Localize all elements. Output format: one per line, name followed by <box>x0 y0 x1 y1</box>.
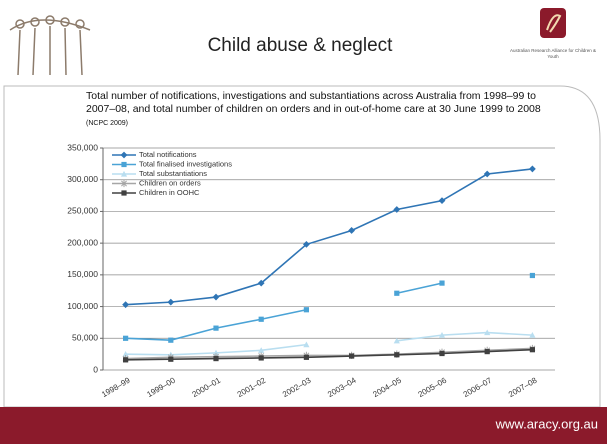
series-line <box>125 347 533 360</box>
subtitle: Total number of notifications, investiga… <box>86 90 541 115</box>
marker <box>122 301 129 309</box>
y-tick-label: 50,000 <box>72 333 98 343</box>
marker <box>394 290 400 296</box>
marker <box>213 325 219 331</box>
y-tick-label: 0 <box>93 364 98 374</box>
series-line <box>125 348 533 361</box>
y-tick-label: 300,000 <box>67 174 98 184</box>
marker <box>121 179 127 188</box>
marker <box>438 197 446 205</box>
marker <box>303 354 309 360</box>
marker <box>123 335 129 341</box>
logo-mark <box>546 14 562 33</box>
marker <box>168 356 174 362</box>
marker <box>394 352 400 358</box>
marker <box>529 347 535 353</box>
marker <box>484 349 490 355</box>
y-tick-label: 150,000 <box>67 269 98 279</box>
marker <box>529 165 536 173</box>
legend-label: Children on orders <box>139 178 201 187</box>
marker <box>484 329 491 336</box>
marker <box>167 298 175 306</box>
marker <box>120 170 128 177</box>
marker <box>213 355 219 362</box>
legend-label: Children in OOHC <box>139 188 200 197</box>
marker <box>123 357 129 363</box>
slide-title: Child abuse & neglect <box>208 35 394 56</box>
marker <box>483 170 491 178</box>
marker <box>212 293 220 301</box>
figures-decoration <box>9 15 91 76</box>
marker <box>303 241 310 248</box>
y-tick-label: 200,000 <box>67 237 98 247</box>
marker <box>438 332 446 338</box>
marker <box>257 279 265 287</box>
marker <box>212 349 220 356</box>
y-tick-label: 350,000 <box>67 142 98 152</box>
marker <box>303 341 310 348</box>
marker <box>258 347 265 353</box>
marker <box>303 307 309 313</box>
logo <box>540 8 566 38</box>
marker <box>529 272 535 279</box>
marker <box>348 227 355 234</box>
marker <box>529 332 536 338</box>
legend-label: Total finalised investigations <box>139 159 232 168</box>
legend-label: Total notifications <box>139 150 197 159</box>
marker <box>122 351 129 357</box>
marker <box>439 350 445 357</box>
marker <box>258 316 264 322</box>
marker <box>121 190 127 196</box>
marker <box>349 353 355 359</box>
series-line <box>125 168 533 306</box>
marker <box>168 337 174 343</box>
legend-label: Total substantiations <box>139 169 207 178</box>
marker <box>393 337 400 344</box>
marker <box>120 151 128 159</box>
slide-frame <box>3 85 601 408</box>
marker <box>258 355 264 361</box>
subtitle-block: Total number of notifications, investiga… <box>86 90 556 130</box>
footer-url: www.aracy.org.au <box>495 416 598 431</box>
y-tick-label: 100,000 <box>67 301 98 311</box>
logo-caption: Australian Research Alliance for Childre… <box>509 48 597 59</box>
marker <box>439 280 445 286</box>
logo-caption-box: Australian Research Alliance for Childre… <box>509 48 597 59</box>
marker <box>121 161 127 168</box>
footer-band <box>0 407 607 444</box>
source: (NCPC 2009) <box>86 120 129 127</box>
marker <box>393 206 401 213</box>
subtitle-box: Total number of notifications, investiga… <box>86 90 556 130</box>
y-tick-label: 250,000 <box>67 206 98 216</box>
